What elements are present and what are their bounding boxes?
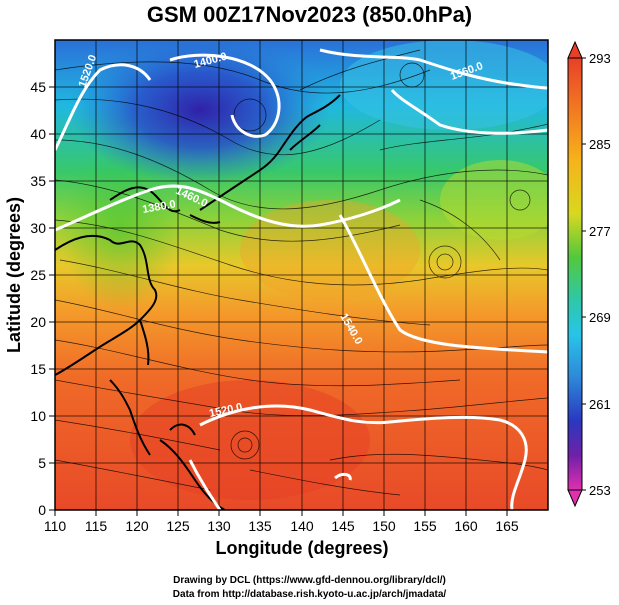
- colorbar-tick-label: 285: [589, 137, 611, 152]
- x-tick-label: 160: [454, 518, 478, 534]
- colorbar-tick-label: 269: [589, 310, 611, 325]
- colorbar-tick-label: 261: [589, 397, 611, 412]
- y-tick-label: 40: [30, 126, 46, 142]
- y-tick-label: 10: [30, 408, 46, 424]
- x-tick-label: 115: [85, 518, 108, 534]
- x-tick-label: 165: [495, 518, 519, 534]
- y-tick-label: 25: [30, 267, 46, 283]
- y-tick-label: 5: [38, 455, 46, 471]
- y-axis-ticks: [49, 86, 55, 511]
- x-axis-ticks: [54, 510, 508, 516]
- x-tick-label: 145: [331, 518, 355, 534]
- x-axis-title: Longitude (degrees): [215, 538, 388, 558]
- wind-streamlines: [55, 49, 548, 496]
- figure-title: GSM 00Z17Nov2023 (850.0hPa): [146, 2, 473, 27]
- colorbar-tick-label: 277: [589, 224, 611, 239]
- x-tick-label: 130: [207, 518, 231, 534]
- colorbar-tick-label: 253: [589, 483, 611, 498]
- x-tick-label: 125: [166, 518, 190, 534]
- credit-drawing: Drawing by DCL (https://www.gfd-dennou.o…: [173, 575, 446, 586]
- contour-label: 1380.0: [141, 198, 176, 216]
- height-contours: [55, 48, 548, 510]
- temperature-field: [55, 40, 548, 510]
- x-tick-label: 155: [413, 518, 437, 534]
- y-axis-title: Latitude (degrees): [4, 197, 24, 353]
- colorbar-lower-arrow: [567, 489, 583, 508]
- x-axis-tick-labels: 110 115 120 125 130 135 140 145 150 155 …: [44, 518, 519, 534]
- colorbar-upper-arrow: [567, 40, 583, 59]
- credit-data-source: Data from http://database.rish.kyoto-u.a…: [172, 589, 447, 600]
- x-tick-label: 150: [372, 518, 396, 534]
- y-tick-label: 30: [30, 220, 46, 236]
- y-tick-label: 45: [30, 79, 46, 95]
- x-tick-label: 110: [44, 518, 67, 534]
- y-tick-label: 20: [30, 314, 46, 330]
- y-tick-label: 35: [30, 173, 46, 189]
- x-tick-label: 135: [248, 518, 272, 534]
- x-tick-label: 120: [125, 518, 149, 534]
- y-tick-label: 15: [30, 361, 46, 377]
- y-axis-tick-labels: 0 5 10 15 20 25 30 35 40 45: [30, 79, 46, 518]
- x-tick-label: 140: [290, 518, 314, 534]
- colorbar-tick-label: 293: [589, 51, 611, 66]
- y-tick-label: 0: [38, 502, 46, 518]
- colorbar: 293 285 277 269 261 253: [567, 40, 611, 508]
